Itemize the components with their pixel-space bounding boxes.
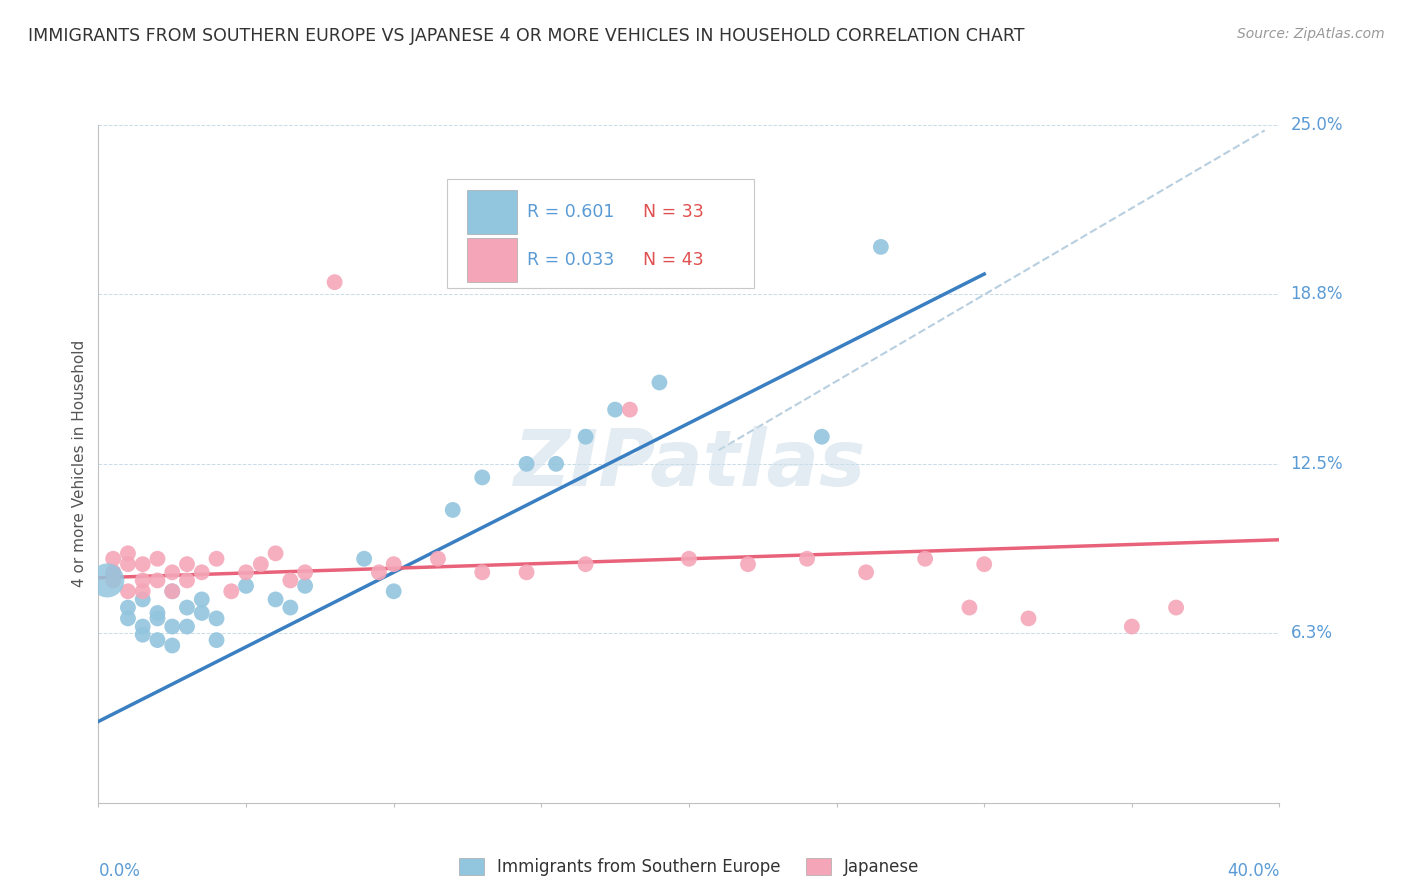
Point [117,611,139,625]
Point [1017,611,1039,625]
Point [146,574,169,588]
Text: 0.0%: 0.0% [98,863,141,880]
Point [132,584,155,599]
Point [973,557,995,571]
Point [146,551,169,566]
Point [103,566,125,580]
Point [382,584,405,599]
Point [205,611,228,625]
Point [574,557,596,571]
Point [678,551,700,566]
Point [574,430,596,444]
Point [132,592,155,607]
Text: 6.3%: 6.3% [1291,624,1333,642]
Point [515,457,537,471]
Point [959,600,981,615]
Point [619,402,641,417]
Point [278,600,302,615]
Point [146,606,169,620]
Point [103,566,125,580]
Point [1121,619,1143,633]
Point [737,557,759,571]
FancyBboxPatch shape [447,179,754,287]
Point [176,557,198,571]
Point [544,457,567,471]
Point [191,566,214,580]
Text: Source: ZipAtlas.com: Source: ZipAtlas.com [1237,27,1385,41]
Point [219,584,242,599]
Point [117,557,139,571]
Point [132,574,155,588]
Point [191,606,214,620]
Point [323,275,346,289]
Point [205,633,228,648]
Point [146,633,169,648]
Point [117,600,139,615]
Text: 18.8%: 18.8% [1291,285,1343,303]
Point [471,470,494,484]
Legend: Immigrants from Southern Europe, Japanese: Immigrants from Southern Europe, Japanes… [451,851,927,882]
Point [294,566,316,580]
Point [810,430,832,444]
FancyBboxPatch shape [467,238,516,282]
Point [796,551,818,566]
Text: 12.5%: 12.5% [1291,455,1343,473]
Point [162,566,183,580]
Point [132,557,155,571]
Point [191,592,214,607]
Point [103,551,125,566]
Point [250,557,273,571]
Point [162,619,183,633]
Point [382,557,405,571]
Point [605,402,627,417]
Point [235,566,257,580]
Text: 40.0%: 40.0% [1227,863,1279,880]
Point [176,574,198,588]
Point [1164,600,1187,615]
Text: R = 0.601: R = 0.601 [527,203,614,221]
Point [176,600,198,615]
Point [264,546,287,560]
Point [162,584,183,599]
Point [176,619,198,633]
Point [96,574,118,588]
Text: N = 33: N = 33 [643,203,703,221]
Point [235,579,257,593]
Point [427,551,450,566]
Point [117,546,139,560]
Point [132,628,155,642]
Point [855,566,877,580]
Text: ZIPatlas: ZIPatlas [513,425,865,502]
Point [441,503,464,517]
Point [278,574,302,588]
Text: IMMIGRANTS FROM SOUTHERN EUROPE VS JAPANESE 4 OR MORE VEHICLES IN HOUSEHOLD CORR: IMMIGRANTS FROM SOUTHERN EUROPE VS JAPAN… [28,27,1025,45]
Point [914,551,936,566]
Point [294,579,316,593]
Point [205,551,228,566]
Point [869,240,891,254]
Point [648,376,671,390]
Text: 25.0%: 25.0% [1291,116,1343,134]
Text: R = 0.033: R = 0.033 [527,251,614,268]
Point [132,619,155,633]
Point [353,551,375,566]
Point [264,592,287,607]
Point [471,566,494,580]
Point [117,584,139,599]
Point [368,566,391,580]
Point [103,574,125,588]
FancyBboxPatch shape [467,190,516,235]
Point [162,639,183,653]
Point [162,584,183,599]
Point [515,566,537,580]
Text: N = 43: N = 43 [643,251,703,268]
Point [146,611,169,625]
Y-axis label: 4 or more Vehicles in Household: 4 or more Vehicles in Household [72,340,87,588]
